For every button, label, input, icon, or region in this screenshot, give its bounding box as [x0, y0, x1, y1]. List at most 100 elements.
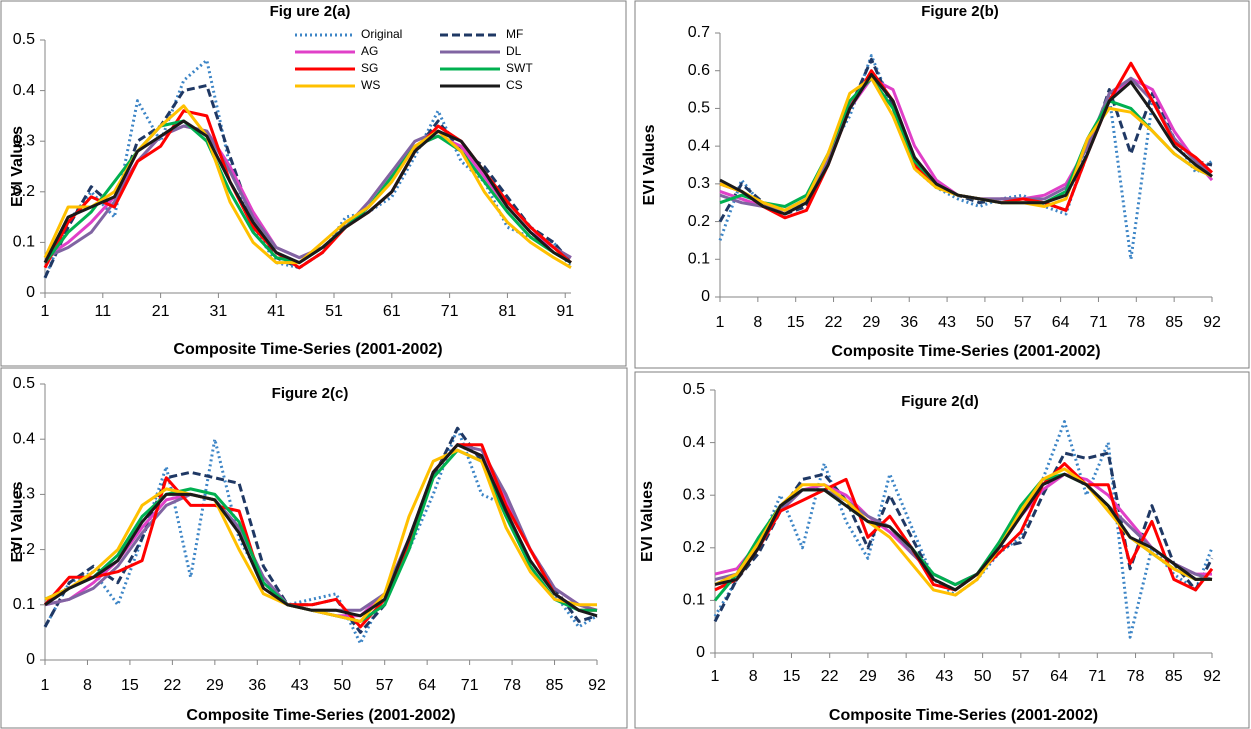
y-tick-label: 0.5 — [13, 375, 35, 392]
x-tick-label: 64 — [1052, 314, 1070, 331]
x-tick-label: 92 — [588, 677, 606, 694]
x-tick-label: 15 — [783, 668, 801, 685]
x-tick-label: 78 — [503, 677, 521, 694]
x-tick-label: 57 — [1012, 668, 1030, 685]
panel-frame — [0, 0, 627, 367]
x-tick-label: 85 — [546, 677, 564, 694]
x-tick-label: 22 — [825, 314, 843, 331]
x-tick-label: 31 — [210, 303, 228, 320]
x-axis-title: Composite Time-Series (2001-2002) — [173, 341, 442, 358]
legend-label: DL — [506, 44, 522, 58]
legend-label: SG — [361, 61, 378, 75]
x-tick-label: 92 — [1203, 668, 1221, 685]
y-axis-title: EVI Values — [9, 481, 26, 562]
series-line — [43, 58, 573, 279]
panel-frame — [0, 367, 628, 729]
x-tick-label: 78 — [1127, 314, 1145, 331]
x-tick-label: 50 — [333, 677, 351, 694]
x-tick-label: 85 — [1165, 314, 1183, 331]
x-tick-label: 36 — [897, 668, 915, 685]
x-tick-label: 71 — [1088, 668, 1106, 685]
x-tick-label: 36 — [248, 677, 266, 694]
legend-label: MF — [506, 27, 523, 41]
y-tick-label: 0.2 — [688, 213, 710, 230]
series-line — [719, 73, 1214, 212]
series-line — [718, 57, 1213, 223]
x-tick-label: 8 — [749, 668, 758, 685]
x-tick-label: 71 — [1090, 314, 1108, 331]
series-line — [43, 443, 597, 629]
x-tick-label: 61 — [383, 303, 401, 320]
x-tick-label: 81 — [499, 303, 517, 320]
x-tick-label: 29 — [859, 668, 877, 685]
series-line — [44, 448, 597, 623]
series-line — [43, 119, 572, 265]
y-tick-label: 0.7 — [688, 24, 710, 41]
y-axis-title: EVI Values — [9, 126, 26, 207]
x-axis-title: Composite Time-Series (2001-2002) — [186, 707, 455, 724]
y-tick-label: 0.4 — [688, 137, 710, 154]
y-tick-label: 0.1 — [13, 596, 35, 613]
y-tick-label: 0 — [26, 651, 35, 668]
y-tick-label: 0.3 — [13, 132, 35, 149]
legend-label: Original — [361, 27, 402, 41]
chart-title: Figure 2(c) — [272, 385, 349, 402]
legend-label: SWT — [506, 61, 533, 75]
x-tick-label: 43 — [935, 668, 953, 685]
legend-label: CS — [506, 78, 523, 92]
chart-title: Figure 2(b) — [921, 3, 999, 20]
y-tick-label: 0.3 — [13, 486, 35, 503]
y-tick-label: 0.1 — [683, 592, 705, 609]
chart-title: Fig ure 2(a) — [270, 3, 351, 20]
y-tick-label: 0.4 — [683, 434, 705, 451]
x-tick-label: 50 — [976, 314, 994, 331]
y-tick-label: 0.2 — [13, 183, 35, 200]
x-tick-label: 78 — [1127, 668, 1145, 685]
y-axis-title: EVI Values — [641, 124, 658, 205]
y-tick-label: 0.4 — [13, 430, 35, 447]
series-line — [719, 76, 1213, 212]
x-tick-label: 57 — [1014, 314, 1032, 331]
x-axis-title: Composite Time-Series (2001-2002) — [831, 343, 1100, 360]
y-tick-label: 0.5 — [683, 381, 705, 398]
y-tick-label: 0.4 — [13, 82, 35, 99]
y-tick-label: 0.2 — [13, 541, 35, 558]
x-tick-label: 8 — [83, 677, 92, 694]
x-tick-label: 41 — [267, 303, 285, 320]
series-line — [44, 448, 597, 623]
series-line — [44, 443, 598, 618]
x-tick-label: 71 — [441, 303, 459, 320]
series-line — [713, 451, 1214, 623]
legend-label: WS — [361, 78, 380, 92]
y-axis-title: EVI Values — [639, 481, 656, 562]
x-tick-label: 8 — [753, 314, 762, 331]
x-tick-label: 43 — [291, 677, 309, 694]
series-line — [713, 420, 1214, 639]
legend-label: AG — [361, 44, 378, 58]
x-tick-label: 15 — [787, 314, 805, 331]
series-line — [719, 76, 1214, 212]
x-tick-label: 1 — [41, 303, 50, 320]
x-tick-label: 1 — [716, 314, 725, 331]
x-tick-label: 43 — [938, 314, 956, 331]
series-line — [43, 119, 572, 265]
y-tick-label: 0 — [696, 644, 705, 661]
x-tick-label: 64 — [418, 677, 436, 694]
x-tick-label: 64 — [1050, 668, 1068, 685]
series-line — [714, 472, 1212, 592]
x-tick-label: 1 — [41, 677, 50, 694]
x-tick-label: 29 — [862, 314, 880, 331]
y-tick-label: 0.2 — [683, 539, 705, 556]
x-tick-label: 91 — [556, 303, 574, 320]
x-tick-label: 92 — [1203, 314, 1221, 331]
x-tick-label: 22 — [821, 668, 839, 685]
y-tick-label: 0.1 — [13, 234, 35, 251]
panel-frame — [634, 371, 1250, 729]
x-tick-label: 15 — [121, 677, 139, 694]
y-tick-label: 0.3 — [688, 175, 710, 192]
x-tick-label: 11 — [94, 303, 111, 320]
x-tick-label: 71 — [461, 677, 479, 694]
y-tick-label: 0.1 — [688, 251, 710, 268]
y-tick-label: 0 — [26, 284, 35, 301]
